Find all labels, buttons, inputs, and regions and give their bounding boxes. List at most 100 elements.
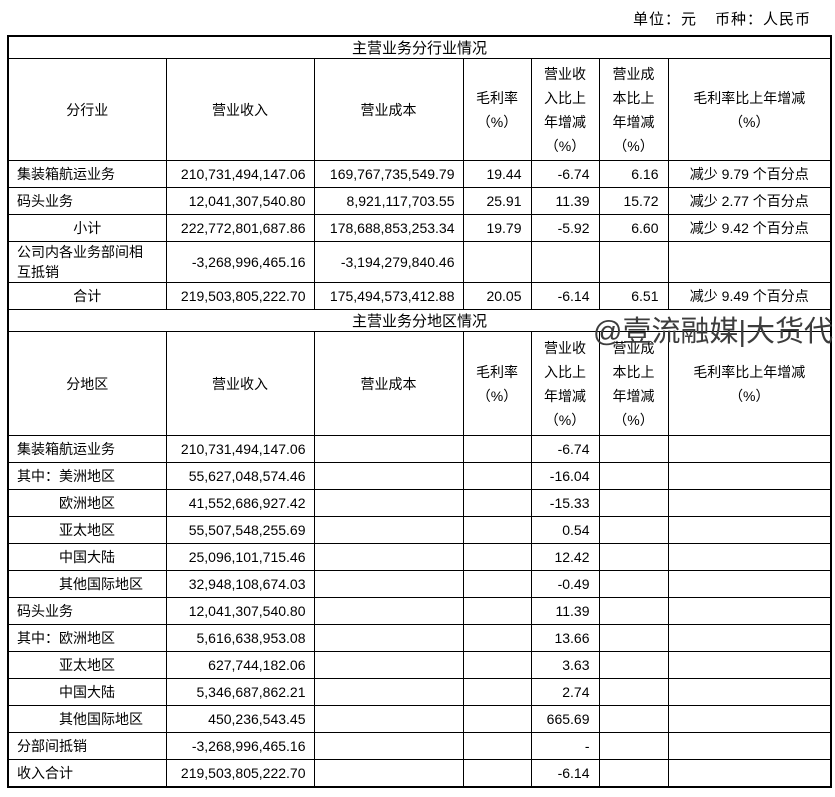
row-label: 分部间抵销: [7, 732, 167, 760]
table-cell: [667, 462, 832, 490]
table-cell: 627,744,182.06: [165, 651, 315, 679]
industry-table-title: 主营业务分行业情况: [7, 35, 832, 59]
table-cell: [313, 678, 464, 706]
row-label: 其中：美洲地区: [7, 462, 167, 490]
table-row: 中国大陆 25,096,101,715.46 12.42: [7, 543, 832, 571]
table-cell: 13.66: [530, 624, 600, 652]
table-cell: 减少 9.49 个百分点: [667, 282, 832, 310]
row-label: 中国大陆: [7, 678, 167, 706]
table-cell: 减少 2.77 个百分点: [667, 187, 832, 215]
table-row: 集装箱航运业务 210,731,494,147.06 -6.74: [7, 435, 832, 463]
table-cell: [462, 241, 532, 283]
table-cell: 15.72: [598, 187, 669, 215]
table-cell: [462, 732, 532, 760]
table-cell: 222,772,801,687.86: [165, 214, 315, 242]
table-cell: 11.39: [530, 597, 600, 625]
table-cell: [313, 516, 464, 544]
table-cell: [667, 489, 832, 517]
table-cell: 219,503,805,222.70: [165, 282, 315, 310]
table-cell: 12,041,307,540.80: [165, 597, 315, 625]
table-row: 小计 222,772,801,687.86 178,688,853,253.34 19…: [7, 214, 832, 242]
col-header-margin-change: 毛利率比上年增减 （%）: [667, 58, 832, 161]
table-cell: [313, 732, 464, 760]
table-cell: [598, 462, 669, 490]
table-cell: [313, 705, 464, 733]
industry-section-head: 主营业务分行业情况 分行业 营业收入 营业成本 毛利率 （%） 营业收 入比上 …: [7, 35, 832, 161]
table-cell: -6.14: [530, 282, 600, 310]
table-cell: -15.33: [530, 489, 600, 517]
table-cell: [313, 759, 464, 788]
table-cell: [313, 489, 464, 517]
table-cell: [667, 759, 832, 788]
unit-label: 单位：元: [632, 11, 697, 28]
table-cell: 11.39: [530, 187, 600, 215]
row-label: 亚太地区: [7, 516, 167, 544]
table-cell: [667, 705, 832, 733]
table-cell: 12.42: [530, 543, 600, 571]
row-label: 小计: [7, 214, 167, 242]
table-cell: [598, 489, 669, 517]
col-header-margin-change: 毛利率比上年增减 （%）: [667, 331, 832, 436]
col-header-cost: 营业成本: [313, 58, 464, 161]
table-cell: [598, 678, 669, 706]
table-cell: 41,552,686,927.42: [165, 489, 315, 517]
table-cell: 20.05: [462, 282, 532, 310]
unit-currency-line: 单位：元 币种：人民币: [633, 8, 811, 29]
table-cell: [462, 543, 532, 571]
col-header-segment: 分行业: [7, 58, 167, 161]
table-cell: [598, 705, 669, 733]
table-cell: [667, 435, 832, 463]
table-row: 亚太地区 55,507,548,255.69 0.54: [7, 516, 832, 544]
table-cell: -: [530, 732, 600, 760]
row-label: 收入合计: [7, 759, 167, 788]
table-cell: 55,627,048,574.46: [165, 462, 315, 490]
table-cell: [462, 759, 532, 788]
region-section-head: 主营业务分地区情况 分地区 营业收入 营业成本 毛利率 （%） 营业收 入比上 …: [7, 309, 832, 436]
region-table-header-row: 分地区 营业收入 营业成本 毛利率 （%） 营业收 入比上 年增减 （%） 营业…: [7, 331, 832, 436]
row-label: 集装箱航运业务: [7, 435, 167, 463]
row-label: 合计: [7, 282, 167, 310]
table-cell: 32,948,108,674.03: [165, 570, 315, 598]
table-cell: [313, 624, 464, 652]
table-row: 中国大陆 5,346,687,862.21 2.74: [7, 678, 832, 706]
table-row: 合计 219,503,805,222.70 175,494,573,412.88 20…: [7, 282, 832, 310]
table-cell: [667, 732, 832, 760]
table-cell: [667, 651, 832, 679]
watermark: @壹流融媒|大货代: [593, 316, 833, 348]
main-business-table: 主营业务分行业情况 分行业 营业收入 营业成本 毛利率 （%） 营业收 入比上 …: [7, 35, 833, 788]
table-cell: [667, 597, 832, 625]
table-cell: -3,194,279,840.46: [313, 241, 464, 283]
row-label: 码头业务: [7, 597, 167, 625]
table-cell: 178,688,853,253.34: [313, 214, 464, 242]
table-cell: -16.04: [530, 462, 600, 490]
table-cell: [598, 570, 669, 598]
col-header-margin: 毛利率 （%）: [462, 58, 532, 161]
col-header-revenue: 营业收入: [165, 331, 315, 436]
table-cell: 450,236,543.45: [165, 705, 315, 733]
table-cell: 8,921,117,703.55: [313, 187, 464, 215]
row-label: 公司内各业务部间相 互抵销: [7, 241, 167, 283]
row-label: 亚太地区: [7, 651, 167, 679]
table-cell: -5.92: [530, 214, 600, 242]
industry-table-header-row: 分行业 营业收入 营业成本 毛利率 （%） 营业收 入比上 年增减 （%） 营业…: [7, 58, 832, 161]
col-header-margin: 毛利率 （%）: [462, 331, 532, 436]
table-cell: 6.60: [598, 214, 669, 242]
table-cell: [598, 435, 669, 463]
table-cell: [667, 543, 832, 571]
table-cell: [598, 732, 669, 760]
table-row: 其他国际地区 450,236,543.45 665.69: [7, 705, 832, 733]
table-cell: [462, 705, 532, 733]
region-table-body: 集装箱航运业务 210,731,494,147.06 -6.74 其中：美洲地区 55,…: [7, 435, 832, 788]
table-cell: -0.49: [530, 570, 600, 598]
table-cell: [667, 624, 832, 652]
table-row: 收入合计 219,503,805,222.70 -6.14: [7, 759, 832, 788]
table-cell: 0.54: [530, 516, 600, 544]
table-cell: [462, 570, 532, 598]
table-row: 其中：欧洲地区 5,616,638,953.08 13.66: [7, 624, 832, 652]
table-cell: [667, 516, 832, 544]
industry-table-body: 集装箱航运业务 210,731,494,147.06 169,767,735,549…: [7, 160, 832, 310]
table-cell: 169,767,735,549.79: [313, 160, 464, 188]
table-cell: 210,731,494,147.06: [165, 435, 315, 463]
table-cell: [462, 597, 532, 625]
table-cell: -6.74: [530, 435, 600, 463]
